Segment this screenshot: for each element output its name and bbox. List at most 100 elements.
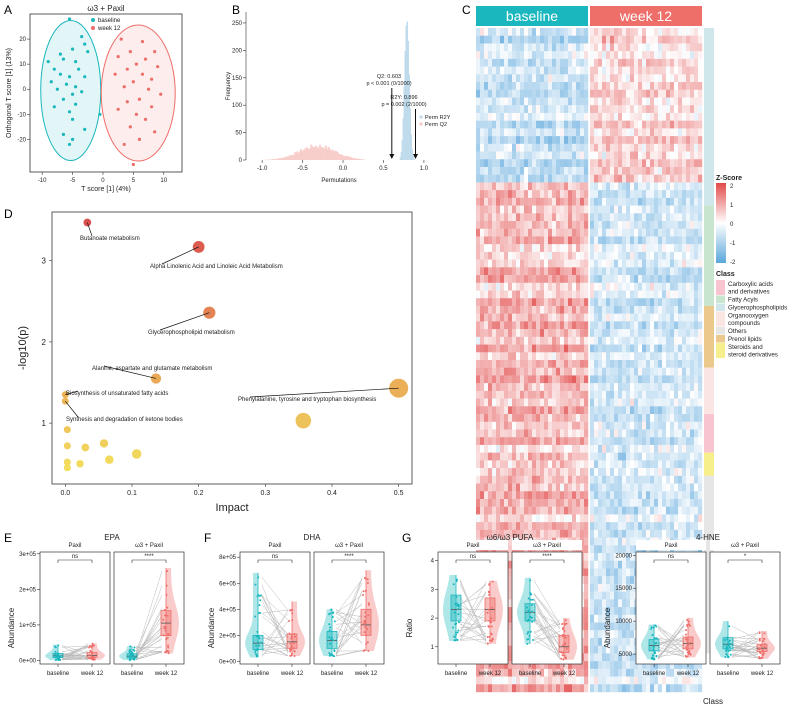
heatmap-cell <box>512 228 517 237</box>
heatmap-cell <box>492 305 497 314</box>
heatmap-cell <box>552 529 557 538</box>
heatmap-cell <box>524 28 529 36</box>
heatmap-cell <box>572 383 577 392</box>
group-header-baseline <box>476 6 588 26</box>
heatmap-cell <box>630 460 635 469</box>
heatmap-cell <box>666 136 671 145</box>
heatmap-cell <box>580 360 585 368</box>
heatmap-cell <box>678 529 683 538</box>
heatmap-cell <box>500 236 505 245</box>
heatmap-cell <box>662 329 667 338</box>
heatmap-cell <box>626 112 631 121</box>
heatmap-cell <box>556 429 561 438</box>
heatmap-cell <box>666 43 671 52</box>
heatmap-cell <box>484 668 489 677</box>
heatmap-cell <box>642 82 647 90</box>
heatmap-cell <box>602 128 607 137</box>
heatmap-cell <box>568 151 573 160</box>
heatmap-cell <box>694 43 699 52</box>
heatmap-cell <box>654 251 659 260</box>
heatmap-cell <box>580 329 585 338</box>
heatmap-cell <box>598 375 603 384</box>
heatmap-cell <box>552 120 557 129</box>
heatmap-cell <box>678 143 683 152</box>
heatmap-cell <box>638 360 643 368</box>
heatmap-cell <box>528 514 533 523</box>
heatmap-cell <box>610 475 615 484</box>
heatmap-cell <box>572 205 577 214</box>
score-point-baseline <box>67 142 72 147</box>
heatmap-cell <box>512 259 517 268</box>
heatmap-cell <box>576 228 581 237</box>
heatmap-cell <box>630 151 635 160</box>
heatmap-cell <box>694 491 699 500</box>
heatmap-cell <box>638 197 643 206</box>
heatmap-cell <box>568 344 573 353</box>
heatmap-cell <box>602 321 607 330</box>
heatmap-cell <box>650 58 655 67</box>
heatmap-cell <box>576 259 581 268</box>
heatmap-cell <box>682 190 687 199</box>
heatmap-cell <box>678 390 683 399</box>
heatmap-cell <box>622 28 627 36</box>
heatmap-cell <box>650 298 655 307</box>
heatmap-cell <box>598 136 603 145</box>
heatmap-cell <box>662 35 667 44</box>
heatmap-cell <box>484 97 489 106</box>
heatmap-cell <box>556 35 561 44</box>
heatmap-cell <box>560 275 565 283</box>
heatmap-cell <box>694 275 699 283</box>
perm-q2-bar <box>308 148 311 160</box>
heatmap-cell <box>540 506 545 515</box>
heatmap-cell <box>548 221 553 229</box>
heatmap-cell <box>698 259 703 268</box>
heatmap-cell <box>614 537 619 546</box>
heatmap-cell <box>528 437 533 446</box>
heatmap-cell <box>630 51 635 60</box>
heatmap-cell <box>580 66 585 75</box>
heatmap-cell <box>610 82 615 90</box>
heatmap-cell <box>694 437 699 446</box>
heatmap-cell <box>480 236 485 245</box>
heatmap-cell <box>580 74 585 83</box>
perm-q2-bar <box>286 156 290 160</box>
heatmap-cell <box>606 583 611 592</box>
heatmap-cell <box>516 282 521 291</box>
heatmap-cell <box>618 383 623 392</box>
heatmap-cell <box>678 498 683 507</box>
heatmap-cell <box>540 205 545 214</box>
heatmap-cell <box>500 483 505 492</box>
heatmap-cell <box>544 228 549 237</box>
heatmap-cell <box>690 375 695 384</box>
heatmap-cell <box>512 251 517 260</box>
heatmap-cell <box>666 174 671 183</box>
heatmap-cell <box>626 43 631 52</box>
heatmap-cell <box>476 414 481 422</box>
heatmap-cell <box>572 105 577 114</box>
heatmap-cell <box>638 290 643 299</box>
heatmap-cell <box>536 89 541 98</box>
heatmap-cell <box>584 151 589 160</box>
heatmap-cell <box>544 251 549 260</box>
heatmap-cell <box>694 429 699 438</box>
heatmap-cell <box>492 228 497 237</box>
heatmap-cell <box>666 267 671 276</box>
heatmap-cell <box>580 514 585 523</box>
heatmap-cell <box>496 267 501 276</box>
heatmap-cell <box>602 151 607 160</box>
heatmap-cell <box>614 568 619 577</box>
heatmap-cell <box>492 66 497 75</box>
legend-swatch-r2y <box>419 115 423 119</box>
heatmap-cell <box>626 576 631 585</box>
heatmap-cell <box>496 522 501 531</box>
heatmap-cell <box>658 182 663 191</box>
heatmap-cell <box>662 275 667 283</box>
heatmap-cell <box>492 82 497 90</box>
heatmap-cell <box>626 236 631 245</box>
heatmap-cell <box>638 398 643 407</box>
heatmap-cell <box>662 174 667 183</box>
heatmap-cell <box>508 491 513 500</box>
heatmap-cell <box>576 460 581 469</box>
heatmap-cell <box>606 159 611 168</box>
heatmap-cell <box>516 190 521 199</box>
